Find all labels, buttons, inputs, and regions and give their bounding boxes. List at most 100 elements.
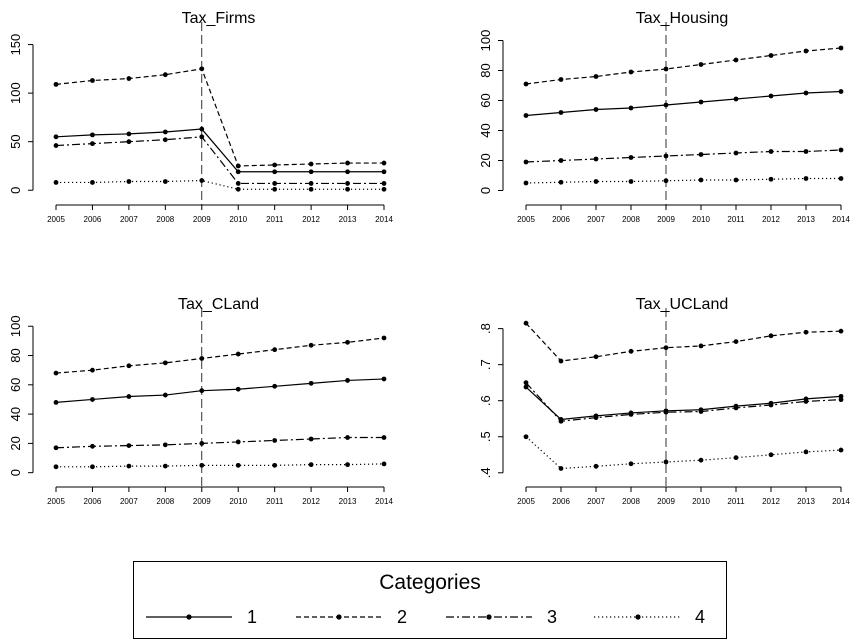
data-point-series-2: [593, 74, 599, 79]
y-tick-label: 60: [478, 93, 493, 107]
data-point-series-1: [235, 386, 241, 392]
data-point-series-1: [381, 376, 387, 382]
x-tick-label: 2012: [762, 215, 780, 224]
data-point-series-4: [698, 177, 704, 183]
data-point-series-4: [345, 186, 350, 192]
data-point-series-4: [628, 461, 634, 467]
data-point-series-4: [593, 179, 599, 184]
data-point-series-2: [803, 329, 809, 335]
y-tick-label: 100: [8, 315, 23, 337]
data-point-series-2: [698, 62, 704, 67]
data-point-series-3: [698, 409, 704, 414]
data-point-series-2: [90, 367, 95, 373]
data-point-series-3: [733, 405, 739, 411]
data-point-series-2: [381, 160, 387, 166]
x-tick-label: 2005: [47, 497, 65, 506]
data-point-series-1: [663, 102, 669, 108]
x-tick-label: 2007: [587, 215, 605, 224]
y-tick-label: .6: [478, 395, 493, 406]
data-point-series-4: [126, 179, 132, 184]
data-point-series-1: [90, 132, 95, 138]
data-point-series-4: [235, 462, 241, 468]
legend-label-1: 1: [247, 607, 257, 627]
x-tick-label: 2010: [692, 497, 710, 506]
chart-panel-tax-cland: Tax_CLand 0 20 40 60 80 100 2005 2006 2007 2008 200…: [8, 296, 393, 506]
data-point-series-4: [162, 463, 168, 469]
data-point-series-1: [162, 129, 168, 135]
data-point-series-2: [838, 328, 844, 334]
legend-label-3: 3: [547, 607, 557, 627]
data-point-series-3: [628, 155, 634, 160]
y-tick-label: .8: [478, 323, 493, 334]
data-point-series-1: [235, 169, 241, 175]
x-tick-label: 2008: [622, 215, 640, 224]
data-point-series-2: [308, 342, 314, 348]
data-point-series-3: [199, 440, 205, 446]
data-point-series-1: [838, 89, 844, 94]
y-tick-label: 100: [478, 30, 493, 52]
y-tick-label: 0: [8, 187, 23, 194]
data-point-series-4: [558, 179, 564, 185]
data-point-series-4: [162, 179, 168, 184]
data-point-series-2: [733, 57, 739, 63]
data-point-series-4: [308, 462, 314, 468]
y-tick-label: .5: [478, 431, 493, 442]
series-line-1: [55, 128, 384, 173]
data-point-series-2: [523, 81, 529, 87]
x-tick-label: 2011: [266, 497, 284, 506]
x-tick-label: 2013: [797, 215, 815, 224]
data-point-series-4: [381, 461, 387, 467]
data-point-series-3: [663, 153, 669, 159]
series-line-3: [525, 382, 842, 422]
x-tick-label: 2006: [552, 497, 570, 506]
data-point-series-2: [162, 72, 168, 78]
data-point-series-3: [838, 397, 844, 403]
y-tick-label: .4: [478, 467, 493, 478]
y-tick-label: 80: [478, 63, 493, 77]
series-line-3: [55, 136, 384, 185]
data-point-series-4: [272, 462, 278, 468]
legend-title: Categories: [379, 571, 481, 594]
x-tick-label: 2012: [302, 215, 320, 224]
data-point-series-3: [235, 181, 241, 186]
chart-title: Tax_UCLand: [636, 296, 729, 313]
data-point-series-4: [199, 178, 205, 183]
data-point-series-2: [523, 320, 529, 326]
data-point-series-2: [628, 69, 634, 75]
data-point-series-4: [272, 186, 278, 192]
data-point-series-1: [126, 131, 132, 137]
x-tick-label: 2005: [517, 215, 535, 224]
legend: Categories 1 2 3 4: [133, 561, 727, 639]
data-point-series-2: [235, 351, 241, 357]
series-line-2: [55, 337, 385, 374]
data-point-series-3: [126, 443, 132, 448]
data-point-series-1: [733, 96, 739, 102]
data-point-series-1: [272, 169, 278, 175]
series-line-4: [525, 177, 841, 184]
x-tick-label: 2012: [762, 497, 780, 506]
data-point-series-2: [593, 354, 599, 360]
data-point-series-4: [308, 186, 314, 192]
data-point-series-3: [558, 158, 564, 163]
data-point-series-4: [768, 176, 774, 182]
data-point-series-1: [345, 378, 350, 383]
x-tick-label: 2013: [797, 497, 815, 506]
data-point-series-1: [199, 388, 205, 394]
data-point-series-4: [663, 178, 669, 184]
x-tick-label: 2010: [692, 215, 710, 224]
x-tick-label: 2009: [193, 497, 211, 506]
data-point-series-3: [345, 181, 350, 186]
data-point-series-4: [345, 462, 350, 468]
data-point-series-2: [90, 78, 95, 83]
data-point-series-3: [381, 435, 387, 440]
data-point-series-4: [126, 463, 132, 469]
data-point-series-4: [523, 434, 529, 440]
data-point-series-1: [698, 99, 704, 105]
data-point-series-2: [199, 66, 205, 72]
data-point-series-2: [558, 358, 564, 364]
y-tick-label: 0: [8, 469, 23, 476]
data-point-series-1: [53, 399, 59, 405]
data-point-series-3: [308, 181, 314, 186]
data-point-series-3: [523, 159, 529, 165]
